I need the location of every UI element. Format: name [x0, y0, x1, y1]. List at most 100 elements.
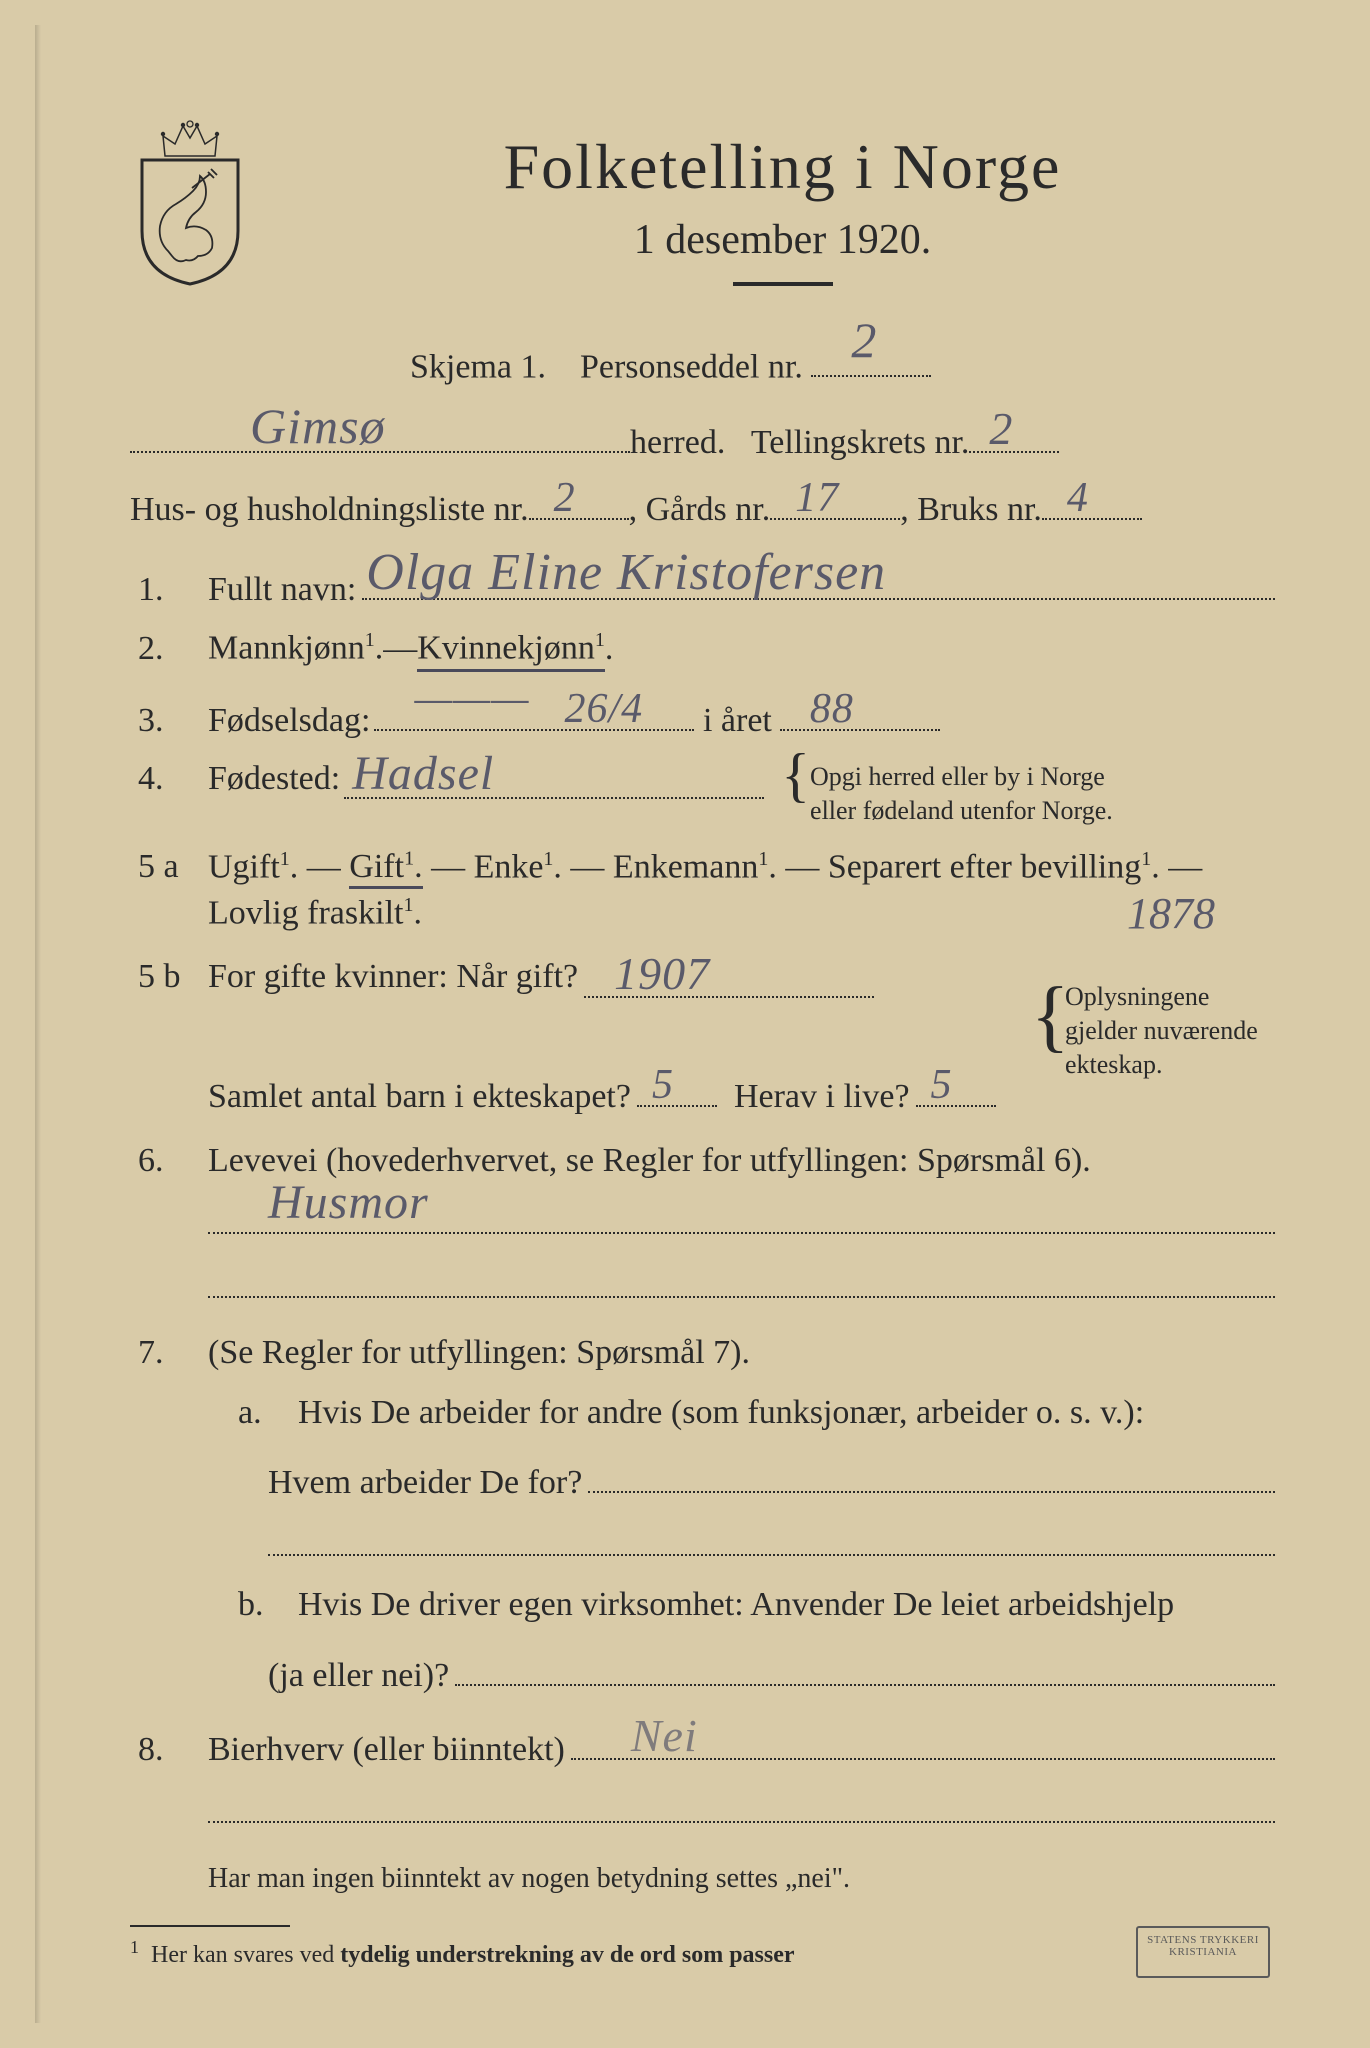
q8-row: 8. Bierhverv (eller biinntekt) Nei	[130, 1721, 1275, 1769]
title-sub: 1 desember 1920.	[290, 216, 1275, 264]
personseddel-nr-field: 2	[811, 338, 931, 377]
q5b-note1: Oplysningene	[1065, 982, 1209, 1011]
q4-field: Hadsel	[344, 760, 764, 799]
q8-label: Bierhverv (eller biinntekt)	[208, 1731, 565, 1769]
bruks-label: , Bruks nr.	[900, 491, 1042, 529]
q7-label: (Se Regler for utfyllingen: Spørsmål 7).	[208, 1334, 750, 1372]
q5b-num: 5 b	[130, 958, 208, 996]
skjema-label: Skjema 1.	[410, 348, 546, 385]
q3-year: 88	[810, 685, 854, 733]
q8-field: Nei	[571, 1721, 1275, 1760]
stamp-line2: KRISTIANIA	[1169, 1946, 1237, 1958]
husliste-line: Hus- og husholdningsliste nr. 2 , Gårds …	[130, 480, 1275, 528]
q5b-val2-field: 5	[637, 1068, 717, 1107]
footer-note1: Har man ingen biinntekt av nogen betydni…	[208, 1863, 1275, 1895]
q7a-letter: a.	[208, 1394, 298, 1432]
bruks-nr-field: 4	[1042, 480, 1142, 519]
herred-line: Gimsø herred. Tellingskrets nr. 2	[130, 414, 1275, 462]
q1-row: 1. Fullt navn: Olga Eline Kristofersen	[130, 561, 1275, 609]
q2-mann-text: Mannkjønn	[208, 630, 365, 667]
personseddel-nr: 2	[851, 302, 877, 380]
q6-field-2	[208, 1254, 1275, 1298]
q5b-brace-icon: {	[1031, 996, 1069, 1036]
census-form-page: Folketelling i Norge 1 desember 1920. Sk…	[0, 0, 1370, 2048]
q5b-label2: Samlet antal barn i ekteskapet?	[208, 1078, 631, 1116]
q7b-field	[455, 1646, 1275, 1685]
q5b-val1-field: 1907	[584, 958, 874, 997]
q5a-num: 5 a	[130, 848, 208, 886]
husliste-prefix: Hus- og husholdningsliste nr.	[130, 491, 529, 529]
q5a-line2: Lovlig fraskilt1.	[208, 894, 422, 932]
q7-row: 7. (Se Regler for utfyllingen: Spørsmål …	[130, 1334, 1275, 1372]
q7a-line2: Hvem arbeider De for?	[268, 1464, 582, 1502]
q4-note: Opgi herred eller by i Norge eller fødel…	[810, 760, 1113, 828]
q3-midtext: i året	[703, 702, 772, 740]
q7a-field	[588, 1454, 1275, 1493]
q8-field-2	[208, 1779, 1275, 1823]
title-block: Folketelling i Norge 1 desember 1920.	[290, 130, 1275, 286]
q6-field: Husmor	[208, 1190, 1275, 1234]
q3-day: 26/4	[564, 685, 643, 733]
q7a-row1: a. Hvis De arbeider for andre (som funks…	[130, 1394, 1275, 1432]
q5b-row1: 5 b For gifte kvinner: Når gift? 1907 { …	[130, 958, 1275, 1059]
q4-note-line2: eller fødeland utenfor Norge.	[810, 796, 1113, 825]
q2-kvinne: Kvinnekjønn1	[417, 629, 605, 671]
coat-of-arms-icon	[130, 118, 250, 288]
q2-kvinne-text: Kvinnekjønn	[417, 630, 595, 667]
q2-dash: —	[383, 630, 417, 668]
q3-row: 3. Fødselsdag: ——— 26/4 i året 88	[130, 692, 1275, 740]
gards-nr: 17	[795, 474, 839, 522]
q8-num: 8.	[130, 1731, 208, 1769]
q8-value: Nei	[631, 1709, 698, 1762]
q3-num: 3.	[130, 702, 208, 740]
q5a-opts: Ugift1. — Gift1. — Enke1. — Enkemann1. —…	[208, 848, 1202, 886]
tellingskrets-nr-field: 2	[969, 414, 1059, 453]
q7b-row2: (ja eller nei)?	[130, 1646, 1275, 1694]
q5a-row1: 5 a Ugift1. — Gift1. — Enke1. — Enkemann…	[130, 848, 1275, 886]
skjema-line: Skjema 1. Personseddel nr. 2	[410, 338, 1275, 394]
printer-stamp: STATENS TRYKKERI KRISTIANIA	[1136, 1926, 1270, 1978]
q5b-val1: 1907	[614, 947, 710, 1000]
q1-num: 1.	[130, 571, 208, 609]
paper-edge-shadow	[35, 25, 41, 2023]
q6-num: 6.	[130, 1142, 208, 1180]
q1-value: Olga Eline Kristofersen	[366, 543, 886, 602]
q2-num: 2.	[130, 630, 208, 668]
husliste-nr: 2	[554, 474, 576, 522]
stamp-line1: STATENS TRYKKERI	[1147, 1934, 1259, 1946]
q4-value: Hadsel	[352, 746, 494, 801]
q5b-note2: gjelder nuværende	[1065, 1016, 1258, 1045]
fn-num: 1	[130, 1937, 139, 1957]
q4-note-line1: Opgi herred eller by i Norge	[810, 762, 1105, 791]
q4-brace-icon: {	[781, 760, 810, 790]
herred-suffix: herred.	[630, 424, 725, 462]
q3-year-field: 88	[780, 692, 940, 731]
footer-fn: 1 Her kan svares ved tydelig understrekn…	[130, 1937, 1275, 1969]
q7-num: 7.	[130, 1334, 208, 1372]
q5b-note3: ekteskap.	[1065, 1050, 1162, 1079]
q7b-line2: (ja eller nei)?	[268, 1657, 449, 1695]
q1-field: Olga Eline Kristofersen	[362, 561, 1275, 600]
husliste-nr-field: 2	[529, 480, 629, 519]
fn-text: Her kan svares ved tydelig understreknin…	[151, 1942, 795, 1968]
crown-icon	[155, 118, 225, 158]
herred-name: Gimsø	[250, 397, 386, 455]
gards-nr-field: 17	[770, 480, 900, 519]
q7b-row1: b. Hvis De driver egen virksomhet: Anven…	[130, 1586, 1275, 1624]
tellingskrets-nr: 2	[989, 402, 1013, 455]
q7a-field-2	[268, 1512, 1275, 1556]
q2-row: 2. Mannkjønn1. — Kvinnekjønn1.	[130, 629, 1275, 671]
q5b-note-block: { Oplysningene gjelder nuværende ekteska…	[1065, 980, 1275, 1081]
q5b-val3-field: 5	[916, 1068, 996, 1107]
title-rule	[733, 282, 833, 286]
q2-mann: Mannkjønn1.	[208, 629, 383, 667]
q5b-label1: For gifte kvinner: Når gift?	[208, 958, 578, 996]
q7a-row2: Hvem arbeider De for?	[130, 1454, 1275, 1502]
bruks-nr: 4	[1067, 474, 1089, 522]
q5b-val2: 5	[652, 1061, 674, 1109]
title-main: Folketelling i Norge	[290, 130, 1275, 204]
q5a-margin-year: 1878	[1127, 888, 1215, 939]
q5a-row2: Lovlig fraskilt1. 1878	[130, 894, 1275, 932]
q5b-val3: 5	[931, 1061, 953, 1109]
gards-label: , Gårds nr.	[629, 491, 771, 529]
